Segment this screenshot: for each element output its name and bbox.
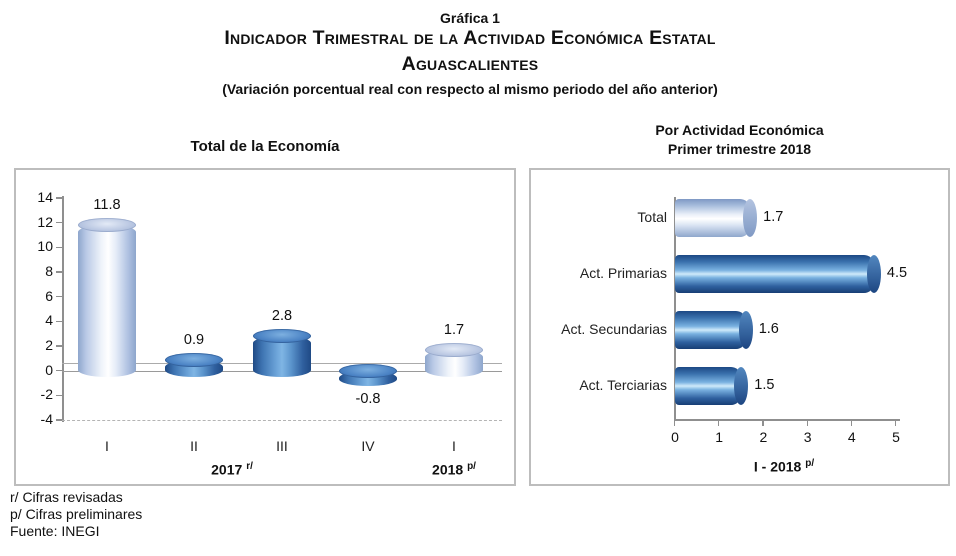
year-group-label-2017: 2017 r/ — [162, 461, 302, 478]
year-group-label-2018: 2018 p/ — [384, 461, 524, 478]
right-axis-title: I - 2018 p/ — [684, 458, 884, 475]
right-chart-title: Por Actividad Económica Primer trimestre… — [529, 121, 950, 159]
category-label: Total — [637, 209, 667, 225]
axis-title-text: I - 2018 — [753, 458, 802, 475]
y-tick-label: 14 — [37, 189, 53, 205]
cylinder-top — [425, 342, 483, 357]
category-label: III — [276, 438, 288, 454]
y-tick-mark — [56, 419, 62, 421]
y-tick-label: 12 — [37, 213, 53, 230]
year-sup: r/ — [246, 461, 253, 472]
y-tick-label: -4 — [40, 410, 53, 427]
bar-2017-q3 — [253, 329, 311, 377]
value-label: 1.7 — [763, 209, 784, 225]
cylinder-top — [78, 218, 136, 233]
y-tick-mark — [56, 222, 62, 224]
y-tick-mark — [56, 394, 62, 396]
bar-2017-q1 — [78, 218, 136, 377]
cylinder-top — [165, 352, 223, 367]
x-tick-label: 3 — [803, 429, 812, 445]
right-chart-panel: 0 1 2 3 4 5 Total Act. Primarias Act. Secunda… — [529, 168, 950, 486]
y-tick-mark — [56, 345, 62, 347]
bar-act-terciarias — [675, 367, 749, 405]
y-tick-mark — [56, 320, 62, 322]
bar-total — [675, 199, 758, 237]
cylinder-cap — [743, 199, 758, 237]
x-tick-mark — [762, 420, 764, 426]
x-tick-label: 1 — [715, 429, 724, 445]
value-label: 4.5 — [886, 265, 908, 281]
y-tick-mark — [56, 296, 62, 298]
bar-2017-q2 — [165, 352, 223, 377]
cylinder-top — [253, 329, 311, 344]
value-label: 0.9 — [183, 331, 205, 348]
x-tick-mark — [895, 420, 897, 426]
y-tick-label: 10 — [37, 238, 53, 255]
bar-2018-q1 — [425, 342, 483, 377]
year-text: 2018 — [432, 461, 464, 478]
y-tick-mark — [56, 246, 62, 248]
bar-act-primarias — [675, 255, 881, 293]
left-y-axis — [62, 196, 64, 422]
value-label: 1.7 — [443, 321, 465, 338]
x-tick-mark — [850, 420, 852, 426]
year-sup: p/ — [467, 461, 476, 472]
year-text: 2017 — [211, 461, 243, 478]
x-tick-mark — [806, 420, 808, 426]
bar-act-secundarias — [675, 311, 753, 349]
value-label: 11.8 — [93, 197, 121, 214]
right-value-axis — [674, 419, 900, 421]
cylinder-cap — [738, 311, 753, 349]
y-tick-label: 8 — [45, 262, 53, 279]
category-label: II — [190, 438, 198, 454]
category-label: I — [452, 438, 456, 454]
y-tick-label: 0 — [45, 361, 53, 378]
value-label: 1.6 — [758, 321, 779, 337]
value-label: 1.5 — [754, 377, 775, 393]
main-title-line1: Indicador Trimestral de la Actividad Eco… — [224, 27, 716, 49]
category-label: IV — [361, 438, 375, 454]
right-category-axis — [674, 197, 676, 420]
y-tick-label: 2 — [45, 336, 53, 353]
x-tick-label: 2 — [759, 429, 768, 445]
y-tick-mark — [56, 197, 62, 199]
cylinder-cap — [866, 255, 881, 293]
y-tick-label: 6 — [45, 287, 53, 304]
y-tick-label: 4 — [45, 312, 53, 329]
x-tick-label: 0 — [671, 429, 679, 445]
category-label: Act. Terciarias — [579, 377, 667, 393]
footnote-source: Fuente: INEGI — [10, 523, 100, 539]
right-chart-title-line2: Primer trimestre 2018 — [667, 141, 812, 157]
cylinder-cap — [734, 367, 749, 405]
x-tick-label: 5 — [892, 429, 900, 445]
y-tick-mark — [56, 370, 62, 372]
bar-2017-q4 — [339, 363, 397, 387]
y-tick-label: -2 — [40, 386, 53, 403]
figure-subtitle: (Variación porcentual real con respecto … — [222, 81, 718, 97]
footnote-preliminary: p/ Cifras preliminares — [10, 506, 143, 522]
left-chart-title: Total de la Economía — [190, 138, 340, 155]
x-tick-label: 4 — [847, 429, 856, 445]
x-tick-mark — [674, 420, 676, 426]
value-label: 2.8 — [271, 308, 293, 325]
category-label: Act. Secundarias — [561, 321, 667, 337]
cylinder-body — [78, 225, 136, 377]
right-chart-title-line1: Por Actividad Económica — [655, 122, 824, 138]
left-chart-panel: 14 12 10 8 6 4 2 0 -2 -4 11.8 0.9 2.8 -0.8 1.7 I … — [14, 168, 516, 486]
axis-title-sup: p/ — [805, 458, 815, 469]
footnote-revised: r/ Cifras revisadas — [10, 489, 123, 505]
main-title-line2: Aguascalientes — [401, 53, 539, 75]
dashed-baseline — [62, 420, 502, 421]
y-tick-mark — [56, 271, 62, 273]
value-label: -0.8 — [355, 391, 381, 408]
category-label: Act. Primarias — [579, 265, 667, 281]
category-label: I — [105, 438, 109, 454]
x-tick-mark — [718, 420, 720, 426]
graphic-number-label: Gráfica 1 — [440, 10, 500, 26]
cylinder-top — [339, 363, 397, 378]
